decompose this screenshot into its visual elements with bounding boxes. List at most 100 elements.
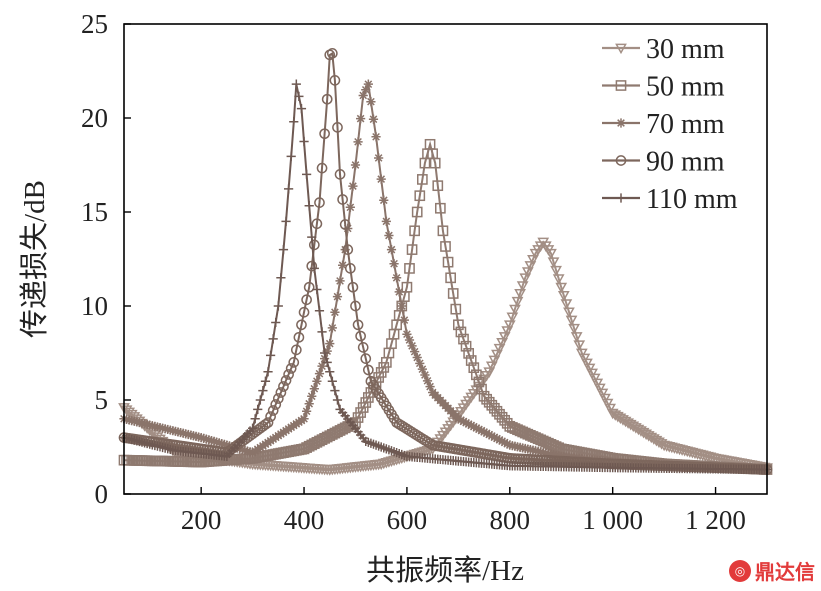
y-tick-label: 25 bbox=[81, 9, 108, 39]
data-point bbox=[450, 303, 462, 315]
data-point bbox=[345, 202, 355, 212]
data-point bbox=[376, 174, 386, 184]
data-point bbox=[255, 395, 265, 405]
data-point bbox=[196, 433, 206, 443]
data-point bbox=[285, 363, 297, 374]
data-point bbox=[471, 423, 481, 433]
data-point bbox=[397, 301, 407, 311]
data-point bbox=[389, 259, 399, 269]
data-point bbox=[476, 426, 487, 436]
data-point bbox=[284, 184, 294, 194]
data-point bbox=[240, 445, 250, 455]
data-point bbox=[211, 437, 222, 447]
data-point bbox=[316, 162, 328, 174]
data-point bbox=[506, 312, 519, 324]
data-point bbox=[406, 244, 418, 255]
data-point bbox=[417, 364, 427, 374]
data-point bbox=[514, 289, 526, 300]
data-point bbox=[322, 346, 332, 356]
data-point bbox=[320, 348, 330, 358]
data-point bbox=[322, 357, 332, 367]
data-point bbox=[199, 433, 209, 443]
data-point bbox=[263, 367, 273, 377]
data-point bbox=[411, 206, 423, 218]
legend-item: 50 mm bbox=[602, 72, 725, 103]
data-point bbox=[384, 230, 394, 241]
data-point bbox=[381, 216, 391, 226]
data-point bbox=[484, 429, 494, 440]
data-point bbox=[586, 368, 598, 380]
data-point bbox=[432, 180, 444, 192]
data-point bbox=[338, 260, 348, 270]
data-point bbox=[304, 201, 314, 211]
data-point bbox=[317, 361, 327, 371]
data-point bbox=[335, 276, 345, 286]
data-point bbox=[555, 282, 568, 294]
data-point bbox=[352, 319, 364, 331]
legend-item: 90 mm bbox=[602, 147, 725, 178]
data-point bbox=[347, 281, 359, 293]
data-point bbox=[445, 272, 456, 284]
data-point bbox=[476, 383, 487, 395]
x-tick-label: 600 bbox=[387, 505, 428, 535]
data-point bbox=[516, 281, 529, 292]
data-point bbox=[419, 446, 431, 458]
data-point bbox=[422, 376, 433, 386]
data-point bbox=[466, 420, 476, 430]
data-point bbox=[591, 378, 604, 390]
data-point bbox=[271, 317, 281, 328]
data-point bbox=[332, 122, 343, 133]
data-point bbox=[217, 439, 227, 449]
data-point bbox=[385, 456, 398, 468]
data-point bbox=[237, 445, 247, 455]
data-point bbox=[358, 90, 368, 101]
data-point bbox=[362, 364, 374, 376]
data-point bbox=[563, 307, 575, 319]
data-point bbox=[503, 320, 516, 331]
data-point bbox=[483, 367, 496, 378]
data-point bbox=[276, 273, 286, 283]
data-point bbox=[309, 263, 319, 273]
data-point bbox=[340, 245, 350, 255]
data-point bbox=[409, 225, 420, 237]
data-point bbox=[296, 319, 307, 331]
y-axis-label: 传递损失/dB bbox=[18, 180, 51, 338]
data-point bbox=[286, 151, 296, 161]
data-point bbox=[578, 353, 591, 365]
data-point bbox=[386, 245, 397, 255]
data-point bbox=[407, 341, 417, 351]
y-tick-label: 5 bbox=[95, 385, 109, 415]
data-point bbox=[440, 241, 451, 252]
data-point bbox=[601, 398, 614, 410]
data-point bbox=[306, 260, 318, 272]
data-point bbox=[348, 181, 358, 191]
data-point bbox=[293, 331, 305, 343]
data-point bbox=[596, 388, 609, 400]
legend-marker bbox=[616, 193, 626, 203]
x-tick-label: 1 200 bbox=[685, 505, 746, 535]
data-point bbox=[424, 438, 436, 449]
series-110-mm bbox=[119, 79, 772, 475]
data-point bbox=[414, 190, 426, 202]
data-point bbox=[437, 225, 449, 237]
data-point bbox=[469, 422, 479, 432]
data-point bbox=[429, 157, 441, 169]
data-point bbox=[527, 255, 539, 266]
data-point bbox=[289, 117, 299, 127]
x-axis-label: 共振频率/Hz bbox=[366, 554, 524, 587]
y-tick-label: 20 bbox=[81, 103, 108, 133]
legend: 30 mm 50 mm 70 mm 90 mm 110 mm bbox=[602, 34, 738, 215]
legend-label: 50 mm bbox=[646, 72, 725, 103]
data-point bbox=[550, 265, 562, 277]
data-point bbox=[560, 299, 573, 310]
data-point bbox=[463, 348, 474, 359]
legend-marker bbox=[615, 155, 627, 166]
data-point bbox=[604, 403, 616, 415]
data-point bbox=[219, 439, 229, 449]
data-point bbox=[497, 436, 507, 446]
data-point bbox=[583, 363, 596, 375]
data-point bbox=[368, 114, 379, 124]
data-point bbox=[415, 358, 425, 368]
data-point bbox=[494, 435, 505, 445]
